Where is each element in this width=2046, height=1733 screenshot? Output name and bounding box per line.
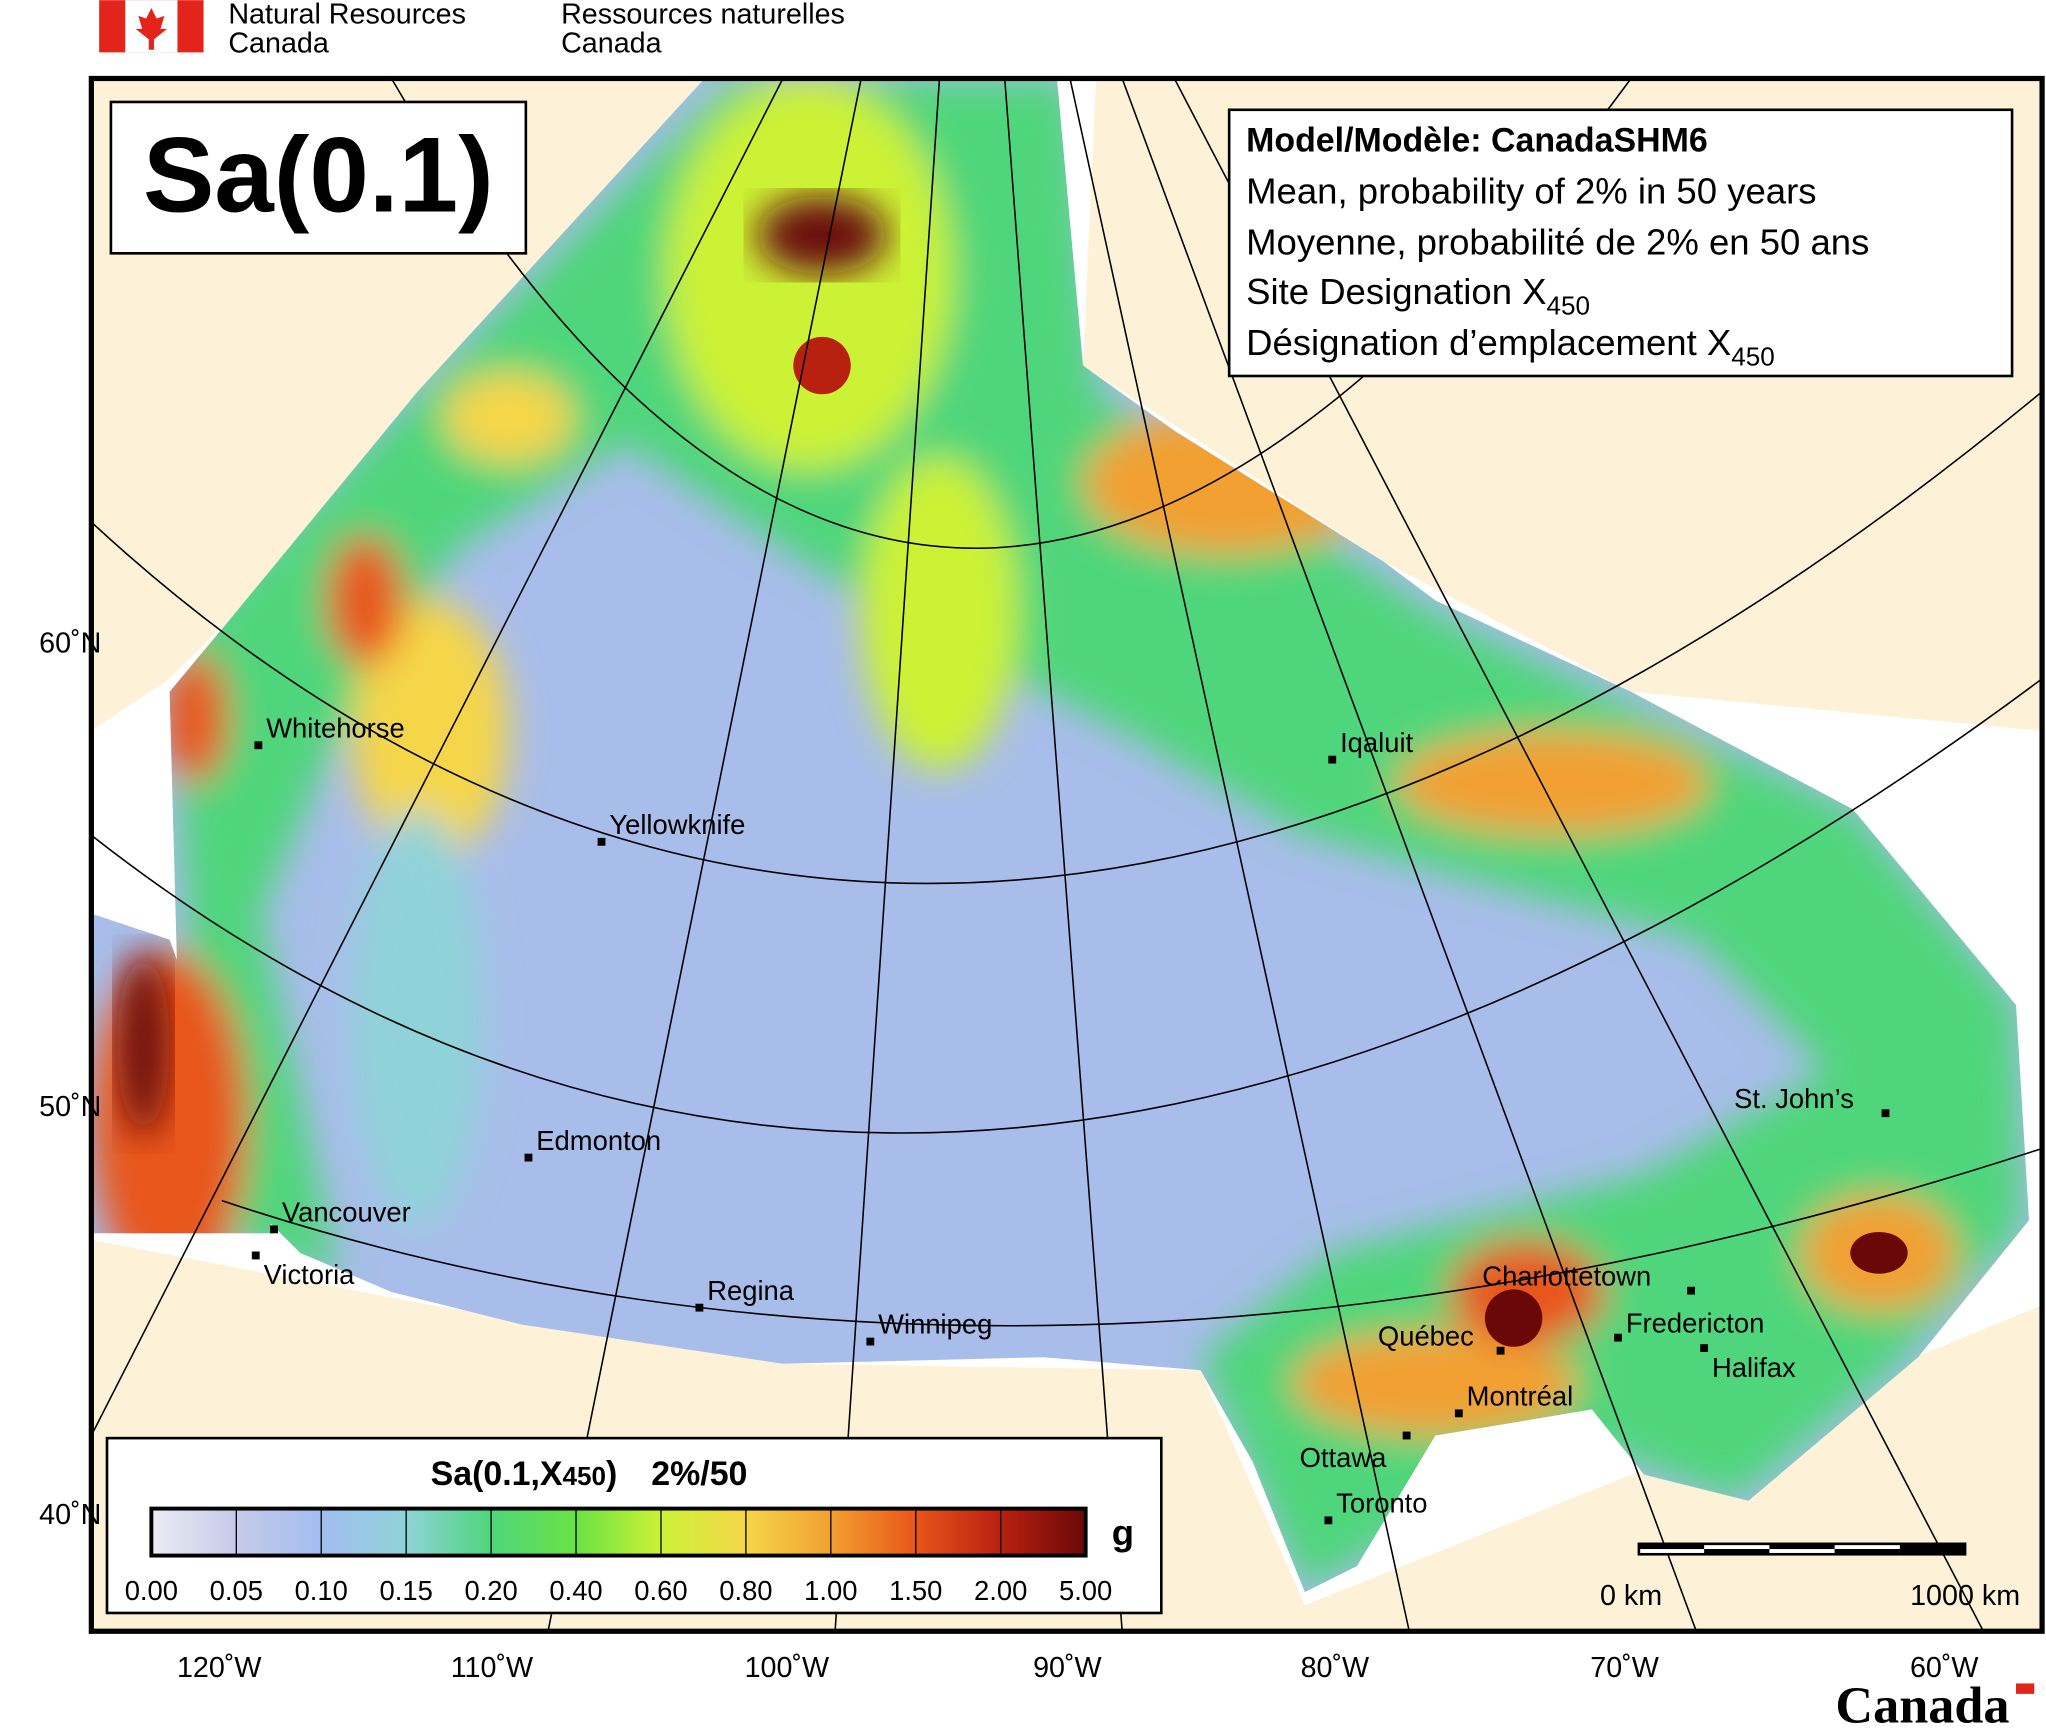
- city-label: Regina: [707, 1275, 795, 1306]
- wordmark: Canada: [1835, 1677, 2009, 1728]
- colorbar-label: 0.40: [549, 1575, 602, 1606]
- city-marker: [1881, 1109, 1890, 1118]
- city-label: Fredericton: [1626, 1307, 1765, 1338]
- colorbar-segment: [745, 1508, 831, 1556]
- legend-title-part: 450: [563, 1461, 607, 1491]
- colorbar-label: 5.00: [1059, 1575, 1112, 1606]
- city-label: Halifax: [1712, 1352, 1796, 1383]
- colorbar-segment: [236, 1508, 322, 1556]
- legend-title-part: ): [606, 1455, 617, 1493]
- colorbar-label: 0.15: [380, 1575, 433, 1606]
- colorbar-label: 0.60: [634, 1575, 687, 1606]
- city-marker: [866, 1337, 875, 1346]
- lon-label: 100˚W: [745, 1652, 830, 1684]
- city-marker: [695, 1303, 704, 1312]
- city-label: Toronto: [1336, 1488, 1427, 1519]
- colorbar-label: 1.00: [804, 1575, 857, 1606]
- info-line: Site Designation X450: [1246, 271, 1590, 320]
- city-marker: [1324, 1516, 1333, 1525]
- colorbar-segment: [830, 1508, 916, 1556]
- city-label: Whitehorse: [266, 712, 405, 743]
- city-marker: [1614, 1333, 1622, 1342]
- city-label: St. John’s: [1734, 1083, 1854, 1114]
- colorbar-segment: [660, 1508, 746, 1556]
- dept-en: Natural Resources: [228, 0, 466, 31]
- city-marker: [597, 837, 606, 846]
- lon-label: 120˚W: [177, 1652, 262, 1684]
- city-label: Iqaluit: [1340, 727, 1413, 758]
- lon-label: 80˚W: [1301, 1652, 1370, 1684]
- colorbar-segment: [576, 1508, 661, 1556]
- colorbar-segment: [491, 1508, 577, 1556]
- city-label: Winnipeg: [878, 1309, 992, 1340]
- city-marker: [251, 1251, 260, 1260]
- info-text: Désignation d’emplacement X: [1246, 322, 1731, 363]
- info-text: Site Designation X: [1246, 271, 1546, 312]
- colorbar: 0.00 0.05 0.10 0.15 0.20 0.40 0.60 0.80 1.00 1.50…: [125, 1506, 1112, 1606]
- colorbar-frame: [149, 1506, 1088, 1558]
- colorbar-label: 0.10: [295, 1575, 348, 1606]
- colorbar-label: 0.05: [210, 1575, 263, 1606]
- scale-bar: [1637, 1542, 1967, 1556]
- dept-fr: Ressources naturelles: [561, 0, 845, 31]
- city-marker: [270, 1225, 278, 1234]
- lon-label: 110˚W: [451, 1652, 533, 1684]
- colorbar-label: 0.20: [464, 1575, 517, 1606]
- city-marker: [1328, 755, 1337, 764]
- colorbar-segment: [1000, 1508, 1086, 1556]
- lon-label: 70˚W: [1590, 1652, 1659, 1684]
- lon-label: 90˚W: [1033, 1652, 1102, 1684]
- city-label: Edmonton: [536, 1125, 661, 1156]
- dept-en: Canada: [228, 27, 329, 59]
- title-box: [109, 100, 528, 255]
- city-label: Ottawa: [1300, 1442, 1388, 1473]
- legend-unit: g: [1112, 1512, 1134, 1553]
- info-subscript: 450: [1547, 291, 1591, 321]
- map-title: Sa(0.1): [143, 115, 494, 235]
- city-label: Québec: [1378, 1320, 1474, 1351]
- legend-title-part: Sa(0.1,X: [431, 1455, 563, 1493]
- city-marker: [1454, 1409, 1463, 1418]
- info-model: Model/Modèle: CanadaSHM6: [1246, 122, 1708, 160]
- colorbar-segment: [151, 1508, 237, 1556]
- lon-labels: 120˚W 110˚W 100˚W 90˚W 80˚W 70˚W 60˚W: [177, 1652, 1979, 1684]
- scale-label: 1000 km: [1910, 1580, 2020, 1612]
- colorbar-label: 0.80: [719, 1575, 772, 1606]
- lon-label: 60˚W: [1910, 1652, 1979, 1684]
- colorbar-label: 2.00: [974, 1575, 1027, 1606]
- city-label: Yellowknife: [609, 809, 745, 840]
- city-label: Victoria: [264, 1259, 356, 1290]
- lat-label: 50˚N: [39, 1091, 101, 1123]
- info-subscript: 450: [1731, 342, 1775, 372]
- info-line: Désignation d’emplacement X450: [1246, 322, 1775, 371]
- legend-title: Sa(0.1,X450) 2%/50: [431, 1455, 748, 1493]
- city-label: Montréal: [1467, 1381, 1574, 1412]
- colorbar-segment: [915, 1508, 1001, 1556]
- logo: [99, 0, 204, 53]
- lat-label: 40˚N: [39, 1499, 101, 1531]
- city-label: Vancouver: [282, 1197, 411, 1228]
- info-line: Mean, probability of 2% in 50 years: [1246, 171, 1816, 212]
- city-marker: [1700, 1344, 1709, 1353]
- lat-label: 60˚N: [39, 628, 101, 660]
- info-line: Moyenne, probabilité de 2% en 50 ans: [1246, 222, 1869, 263]
- city-marker: [1496, 1346, 1505, 1355]
- wordmark-flag: [2015, 1683, 2035, 1694]
- city-marker: [524, 1153, 533, 1162]
- city-marker: [254, 741, 263, 750]
- city-layer: Whitehorse Yellowknife Iqaluit Edmonton Vanc…: [251, 712, 1890, 1525]
- colorbar-segment: [321, 1508, 407, 1556]
- map-frame: [88, 75, 2045, 1634]
- scale-label: 0 km: [1600, 1580, 1662, 1612]
- dept-fr: Canada: [561, 27, 662, 59]
- city-marker: [1687, 1286, 1695, 1295]
- colorbar-label: 1.50: [889, 1575, 942, 1606]
- colorbar-segment: [406, 1508, 492, 1556]
- info-box: [1227, 108, 2014, 378]
- colorbar-label: 0.00: [125, 1575, 178, 1606]
- legend-title-part: 2%/50: [651, 1455, 747, 1493]
- city-marker: [1402, 1431, 1411, 1440]
- city-label: Charlottetown: [1482, 1260, 1651, 1291]
